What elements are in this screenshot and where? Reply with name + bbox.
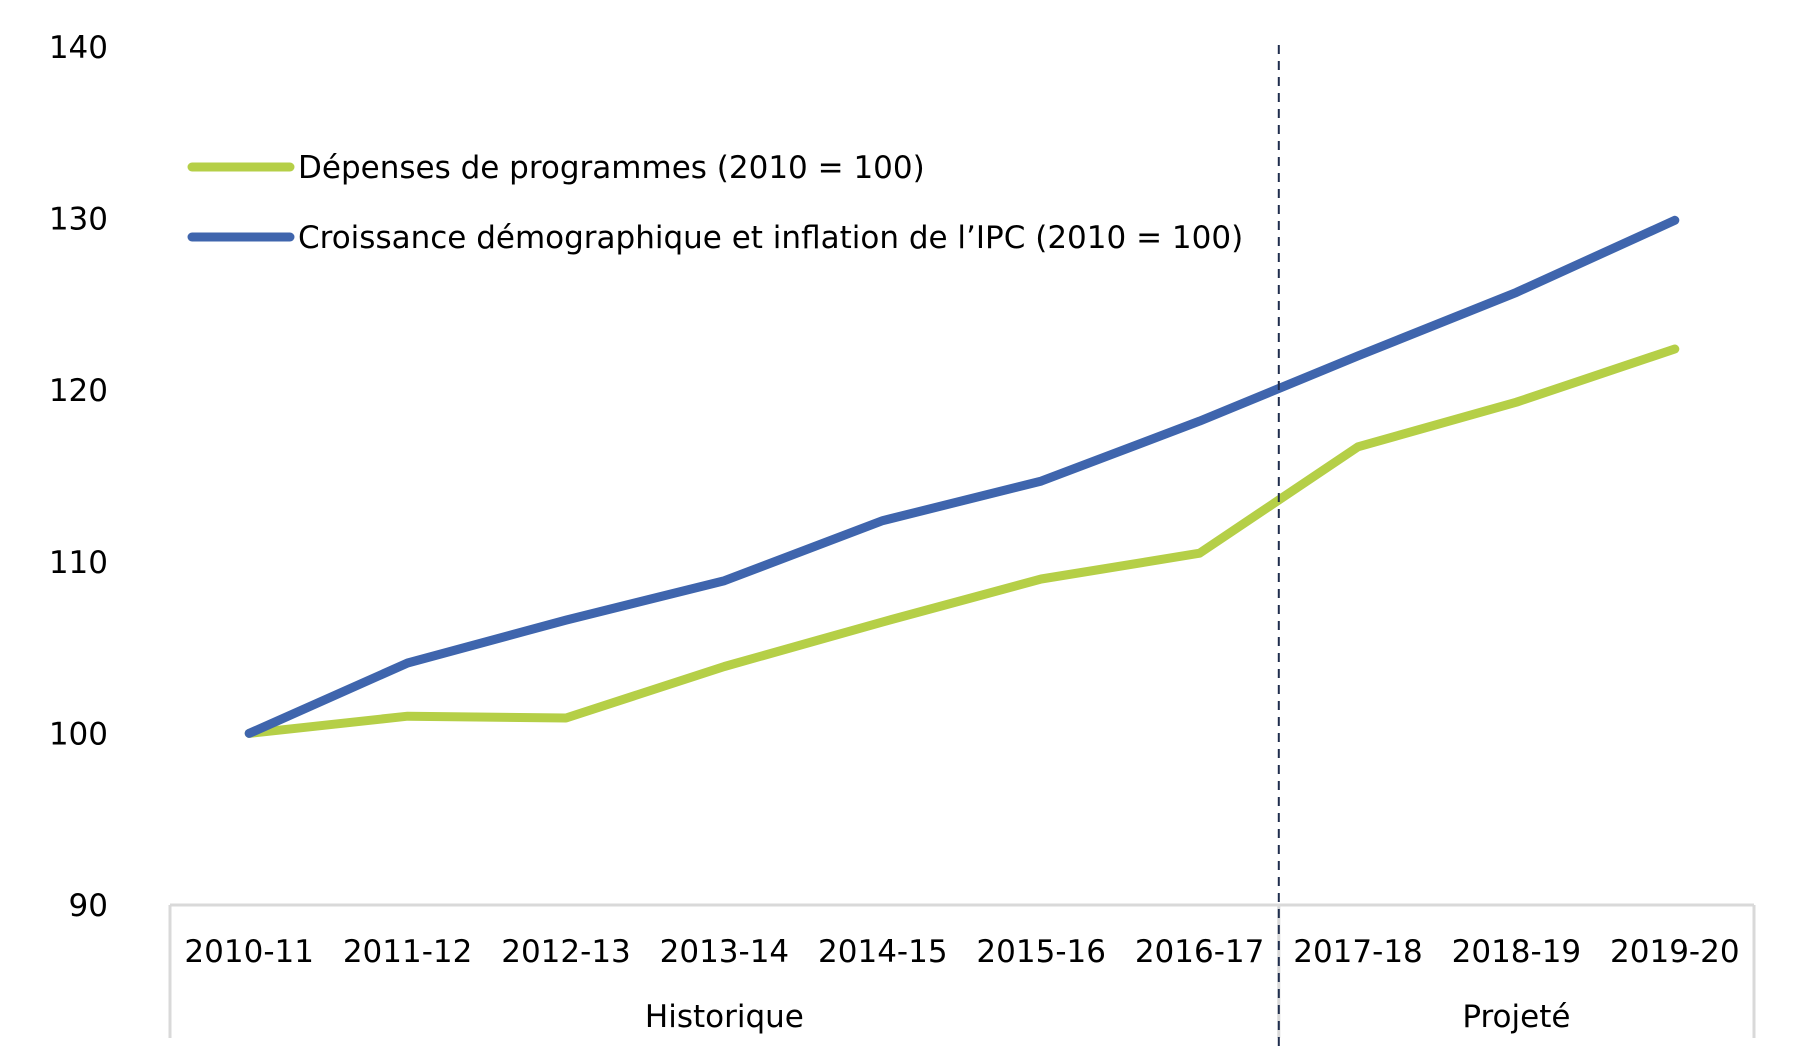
group-label: Historique [645, 999, 804, 1035]
x-tick-label: 2015-16 [976, 934, 1106, 970]
x-axis-labels: 2010-11 2011-12 2012-13 2013-14 2014-15 2015-… [184, 934, 1739, 970]
x-tick-label: 2011-12 [343, 934, 473, 970]
series-line-0 [244, 344, 1680, 738]
x-tick-label: 2019-20 [1610, 934, 1740, 970]
y-tick-label: 130 [49, 202, 108, 238]
series-line-1 [244, 215, 1680, 738]
legend-label: Croissance démographique et inflation de… [298, 220, 1243, 256]
y-tick-label: 90 [69, 888, 108, 924]
group-label: Projeté [1462, 999, 1570, 1035]
y-tick-label: 120 [49, 373, 108, 409]
x-tick-label: 2017-18 [1293, 934, 1423, 970]
y-axis-ticks: 90 100 110 120 130 140 [49, 30, 108, 924]
legend-label: Dépenses de programmes (2010 = 100) [298, 150, 925, 186]
x-tick-label: 2010-11 [184, 934, 314, 970]
y-tick-label: 110 [49, 545, 108, 581]
x-tick-label: 2018-19 [1452, 934, 1582, 970]
x-axis-groups: Historique Projeté [645, 999, 1571, 1035]
x-tick-label: 2012-13 [501, 934, 631, 970]
y-tick-label: 140 [49, 30, 108, 66]
x-tick-label: 2016-17 [1135, 934, 1265, 970]
series-lines [244, 215, 1680, 738]
legend: Dépenses de programmes (2010 = 100) Crois… [187, 150, 1243, 256]
x-tick-label: 2014-15 [818, 934, 948, 970]
y-tick-label: 100 [49, 716, 108, 752]
x-tick-label: 2013-14 [660, 934, 790, 970]
